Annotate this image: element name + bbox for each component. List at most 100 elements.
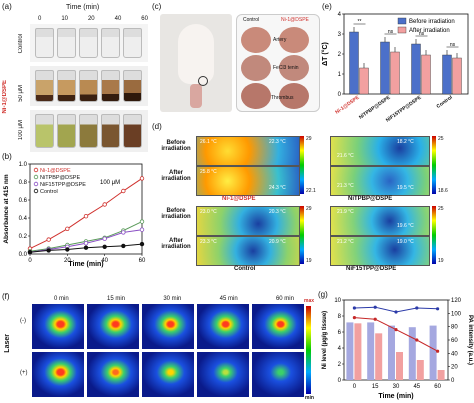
d-scale3-min: 19	[306, 258, 312, 264]
f-time-1: 15 min	[106, 296, 125, 302]
b-ytick-label: 1.0	[19, 162, 28, 168]
g-ytick-left-label: 8	[338, 314, 342, 320]
d-group-ni1: Ni-1@DSPE	[222, 196, 256, 202]
e-ylabel: ΔT (°C)	[321, 42, 329, 66]
g-ytick-right-label: 120	[451, 298, 462, 304]
a-row-control: Control	[18, 34, 24, 54]
e-bar	[349, 31, 359, 95]
g-xtick-label: 0	[353, 384, 357, 390]
e-bar	[359, 67, 369, 95]
a-time-4: 60	[141, 16, 148, 22]
thermal-img-1-before: 26.1 °C 22.3 °C	[196, 136, 300, 166]
f-time-3: 45 min	[219, 296, 238, 302]
panel-label-e: (e)	[322, 2, 332, 11]
g-ytick-right-label: 20	[451, 365, 458, 371]
b-point	[121, 188, 126, 194]
b-ytick-label: 0.8	[19, 180, 28, 186]
g-xtick-label: 30	[393, 384, 400, 390]
e-ytick-label: 4	[338, 12, 342, 18]
g-line-point	[352, 316, 356, 320]
inset-artery-control	[241, 27, 271, 53]
e-sig-label: ns	[419, 31, 425, 37]
f-scale-max: max	[304, 298, 315, 304]
b-point	[139, 227, 145, 232]
d-scale2-min: 18.6	[438, 188, 448, 194]
inset-thrombus-ni	[279, 83, 309, 109]
e-bar	[421, 54, 431, 95]
g-line-point	[352, 306, 356, 310]
b-point	[102, 244, 107, 249]
g-bar-pa	[437, 370, 445, 380]
pa-img-plus-15	[87, 352, 139, 397]
e-bar	[452, 57, 462, 95]
a-vials-50	[30, 66, 148, 106]
g-bar-ni	[346, 322, 354, 380]
b-ytick-label: 0.0	[19, 252, 28, 258]
d-after-2: After irradiation	[161, 238, 191, 250]
thermal-img-3-after: 23.3 °C 20.9 °C	[196, 236, 300, 266]
pa-img-minus-30	[142, 304, 194, 349]
g-bar-ni	[367, 322, 375, 380]
g-line-point	[373, 305, 377, 309]
g-bar-ni	[388, 325, 395, 380]
b-xtick-label: 20	[64, 258, 71, 264]
b-point	[83, 240, 89, 246]
d-before-2: Before irradiation	[161, 208, 191, 220]
a-side-text: Ni-1@DSPE	[2, 80, 8, 114]
panel-label-g: (g)	[318, 290, 328, 299]
b-legend-marker	[33, 174, 39, 180]
e-legend-swatch	[397, 17, 407, 25]
g-bar-ni	[408, 327, 416, 380]
pa-img-minus-0	[32, 304, 84, 349]
t-2a-a: 21.3 °C	[337, 183, 354, 189]
e-bar	[411, 43, 421, 95]
g-line-point	[436, 349, 440, 353]
b-legend-marker	[33, 188, 39, 194]
b-ylabel: Absorbance at 415 nm	[3, 174, 10, 244]
b-point	[139, 176, 145, 181]
g-line-point	[373, 317, 377, 321]
mouse-photo	[160, 14, 232, 112]
b-point	[139, 219, 145, 224]
pa-img-minus-45	[197, 304, 249, 349]
g-xtick-label: 60	[434, 384, 441, 390]
a-time-title: Time (min)	[66, 4, 100, 11]
f-time-2: 30 min	[163, 296, 182, 302]
e-ytick-label: 3	[338, 32, 342, 38]
thermal-img-2-before: 21.6 °C 18.2 °C	[330, 136, 430, 166]
g-ytick-left-label: 2	[338, 362, 342, 368]
b-point	[102, 202, 107, 207]
d-scale4-min: 19	[438, 258, 444, 264]
t-2b-a: 21.6 °C	[337, 153, 354, 159]
thermal-img-2-after: 21.3 °C 19.5 °C	[330, 166, 430, 196]
thermal-img-4-after: 21.2 °C 19.0 °C	[330, 236, 430, 266]
t-1a-a: 25.8 °C	[200, 169, 217, 175]
b-point	[83, 245, 89, 250]
b-point	[121, 230, 126, 235]
d-colorbar-1	[300, 136, 304, 194]
g-bar-pa	[375, 333, 383, 380]
b-ytick-label: 0.2	[19, 234, 28, 240]
t-3a-a: 23.3 °C	[200, 239, 217, 245]
e-ytick-label: 1	[338, 72, 342, 78]
g-ytick-left-label: 0	[338, 378, 342, 384]
e-bar	[390, 51, 400, 95]
g-ylabel-left: Ni level (μg/g tissue)	[322, 311, 328, 369]
b-legend-label: Ni-1@DSPE	[40, 168, 71, 174]
b-legend-marker	[33, 181, 39, 187]
pa-img-plus-0	[32, 352, 84, 397]
g-line-point	[394, 328, 398, 332]
thermal-img-1-after: 25.8 °C 24.3 °C	[196, 166, 300, 196]
e-xtick-label: Control	[436, 94, 455, 109]
t-2b-b: 18.2 °C	[397, 139, 414, 145]
t-3a-b: 20.9 °C	[269, 239, 286, 245]
g-line-point	[415, 306, 419, 310]
c-ni-label: Ni-1@DSPE	[281, 17, 309, 23]
e-legend-swatch	[397, 26, 407, 34]
b-annotation: 100 μM	[100, 180, 120, 186]
pa-img-minus-15	[87, 304, 139, 349]
pa-img-plus-30	[142, 352, 194, 397]
pa-img-plus-60	[252, 352, 304, 397]
f-time-labels: 0 min 15 min 30 min 45 min 60 min	[54, 296, 294, 302]
d-scale2-max: 25	[438, 136, 444, 142]
